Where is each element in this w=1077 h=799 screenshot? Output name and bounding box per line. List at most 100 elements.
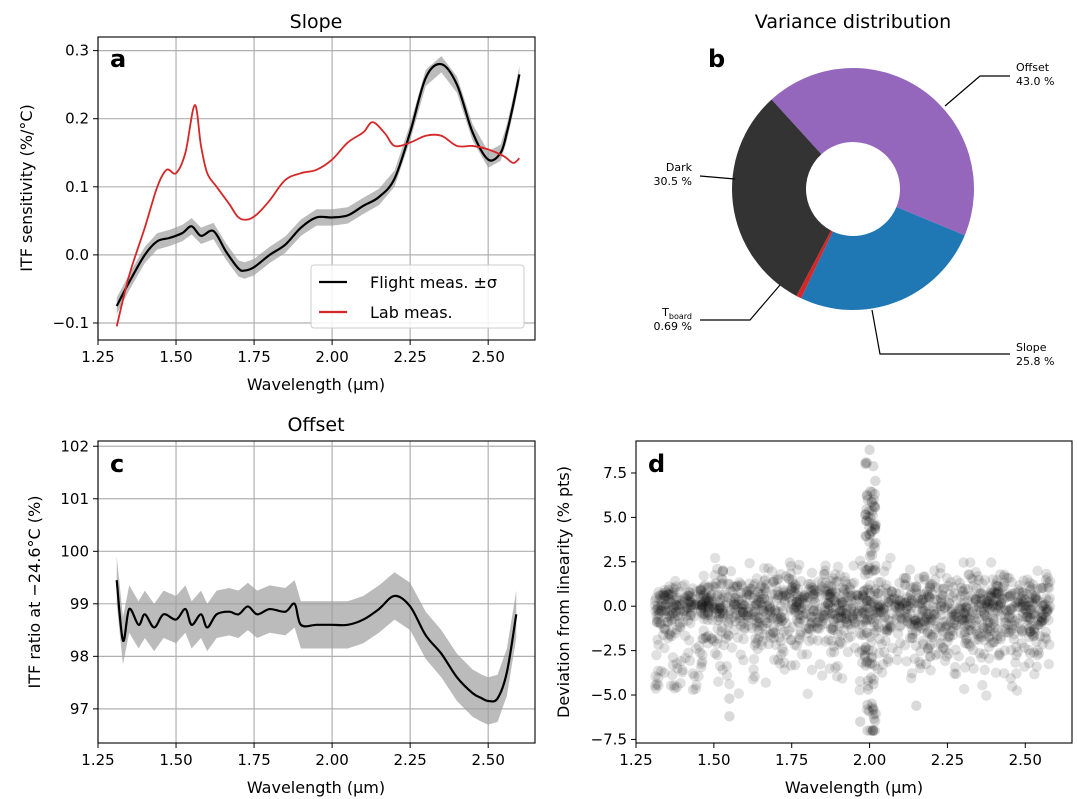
- scatter-point: [867, 605, 879, 616]
- scatter-point: [1017, 625, 1028, 636]
- scatter-point: [1005, 644, 1017, 656]
- scatter-point: [744, 578, 755, 589]
- scatter-point: [982, 596, 993, 608]
- scatter-point: [925, 578, 936, 590]
- scatter-point: [936, 604, 947, 615]
- scatter-point: [670, 611, 681, 622]
- scatter-point: [1018, 575, 1029, 586]
- scatter-point: [1044, 601, 1056, 612]
- scatter-point: [695, 590, 706, 601]
- scatter-point: [861, 564, 873, 576]
- scatter-point: [973, 601, 985, 613]
- panel-b-variance: Variance distribution b Offset 43.0 % Da…: [654, 11, 1055, 368]
- scatter-point: [910, 581, 922, 592]
- scatter-point: [861, 593, 872, 605]
- scatter-point: [988, 616, 1000, 627]
- scatter-point: [1020, 600, 1031, 612]
- scatter-point: [741, 592, 752, 603]
- scatter-point: [675, 622, 686, 633]
- scatter-point: [793, 597, 805, 609]
- scatter-point: [1022, 611, 1033, 622]
- scatter-point: [846, 603, 857, 614]
- scatter-point: [978, 602, 989, 614]
- scatter-point: [820, 560, 831, 571]
- scatter-point: [1040, 574, 1052, 586]
- scatter-point: [828, 613, 839, 625]
- scatter-point: [905, 602, 917, 613]
- scatter-point: [960, 606, 972, 617]
- panel-a-xtick-label: 1.50: [159, 348, 192, 366]
- scatter-point: [999, 645, 1010, 656]
- scatter-point: [735, 606, 746, 618]
- scatter-point: [861, 614, 873, 626]
- scatter-point: [992, 600, 1003, 612]
- scatter-point: [739, 622, 750, 633]
- scatter-point: [763, 605, 775, 616]
- scatter-point: [959, 629, 970, 640]
- scatter-point: [861, 490, 873, 502]
- scatter-point: [696, 599, 707, 610]
- scatter-point: [717, 574, 728, 585]
- scatter-point: [1031, 636, 1042, 648]
- scatter-point: [922, 626, 933, 638]
- scatter-point: [854, 600, 865, 611]
- scatter-point: [940, 621, 952, 632]
- scatter-point: [866, 486, 878, 498]
- scatter-point: [716, 626, 727, 637]
- scatter-point: [918, 571, 929, 582]
- scatter-point: [1013, 618, 1024, 629]
- scatter-point: [881, 579, 892, 591]
- scatter-point: [885, 622, 896, 633]
- scatter-point: [922, 614, 933, 626]
- scatter-point: [940, 622, 951, 633]
- scatter-point: [718, 608, 729, 620]
- scatter-point: [859, 569, 871, 581]
- scatter-point: [651, 678, 663, 690]
- scatter-point: [701, 592, 713, 603]
- scatter-point: [995, 590, 1007, 601]
- scatter-point: [1034, 616, 1046, 627]
- scatter-point: [799, 592, 810, 604]
- scatter-point: [669, 683, 680, 694]
- scatter-point: [805, 624, 817, 635]
- scatter-point: [965, 641, 976, 652]
- scatter-point: [761, 579, 772, 590]
- panel-c-flight-line: [115, 580, 518, 703]
- scatter-point: [859, 615, 870, 626]
- scatter-point: [750, 633, 761, 644]
- scatter-point: [768, 632, 780, 644]
- scatter-point: [932, 621, 943, 632]
- scatter-point: [764, 609, 776, 621]
- scatter-point: [802, 592, 813, 603]
- scatter-point: [760, 585, 772, 597]
- scatter-point: [659, 608, 671, 620]
- scatter-point: [790, 580, 801, 592]
- scatter-point: [1017, 607, 1029, 619]
- scatter-point: [832, 629, 843, 640]
- scatter-point: [702, 600, 714, 611]
- scatter-point: [859, 644, 871, 656]
- scatter-point: [948, 618, 960, 629]
- scatter-point: [885, 552, 896, 564]
- scatter-point: [1008, 601, 1020, 612]
- scatter-point: [772, 574, 783, 585]
- scatter-point: [991, 578, 1002, 589]
- scatter-point: [808, 584, 819, 596]
- scatter-point: [652, 634, 663, 645]
- scatter-point: [802, 600, 813, 611]
- scatter-point: [891, 654, 903, 666]
- scatter-point: [999, 577, 1010, 588]
- scatter-point: [660, 587, 672, 598]
- scatter-point: [1024, 658, 1035, 669]
- scatter-point: [892, 610, 903, 621]
- scatter-point: [731, 581, 743, 592]
- panel-c-frame: [97, 440, 536, 744]
- scatter-point: [702, 614, 713, 626]
- scatter-point: [661, 598, 672, 610]
- scatter-point: [977, 619, 988, 630]
- scatter-point: [864, 631, 876, 643]
- scatter-point: [779, 597, 791, 608]
- scatter-point: [655, 605, 667, 616]
- scatter-point: [894, 603, 906, 614]
- scatter-point: [1008, 620, 1020, 631]
